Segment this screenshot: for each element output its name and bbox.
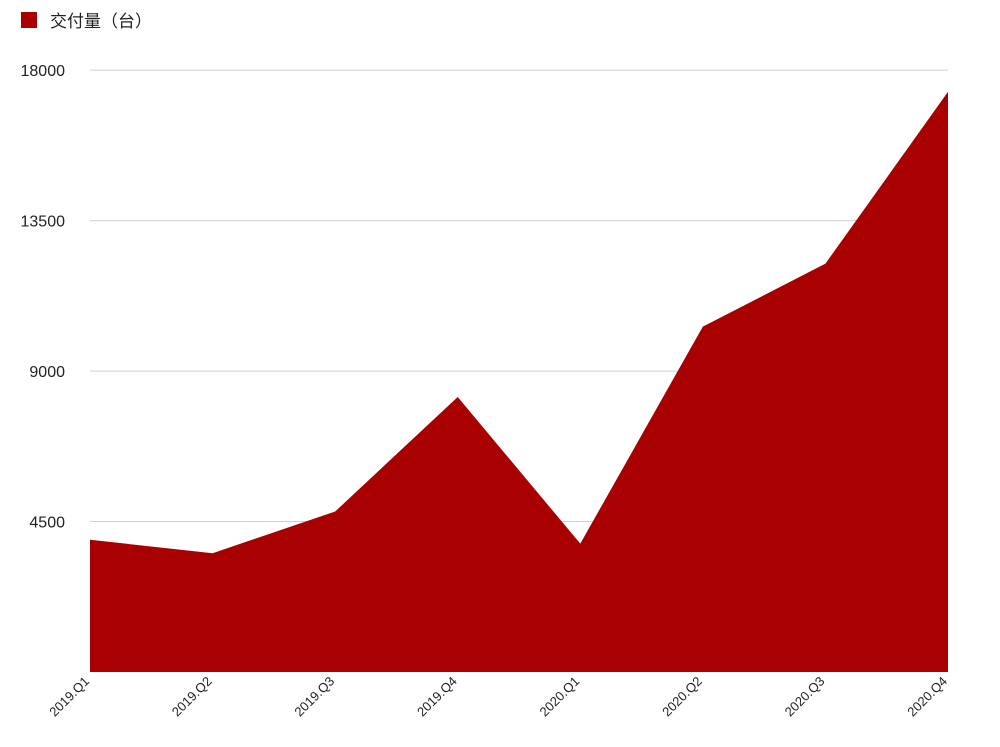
x-tick-label: 2020.Q2	[659, 674, 705, 720]
y-tick-label: 13500	[21, 214, 66, 231]
y-tick-label: 4500	[29, 515, 65, 532]
y-tick-label: 18000	[21, 63, 66, 80]
x-tick-label: 2019.Q2	[169, 674, 215, 720]
x-tick-label: 2020.Q1	[537, 674, 583, 720]
series-area	[90, 91, 948, 673]
legend-label: 交付量（台）	[50, 12, 152, 32]
plot-area	[90, 91, 948, 673]
x-axis-ticks: 2019.Q1 2019.Q2 2019.Q3 2019.Q4 2020.Q1 2020.…	[46, 674, 950, 720]
x-tick-label: 2019.Q4	[414, 674, 460, 720]
y-tick-label: 9000	[29, 364, 65, 381]
x-tick-label: 2019.Q1	[46, 674, 92, 720]
legend: 交付量（台）	[21, 12, 152, 32]
x-tick-label: 2019.Q3	[291, 674, 337, 720]
x-tick-label: 2020.Q4	[904, 674, 950, 720]
y-axis-ticks: 4500 9000 13500 18000	[21, 63, 66, 531]
x-tick-label: 2020.Q3	[782, 674, 828, 720]
legend-swatch	[21, 12, 37, 28]
